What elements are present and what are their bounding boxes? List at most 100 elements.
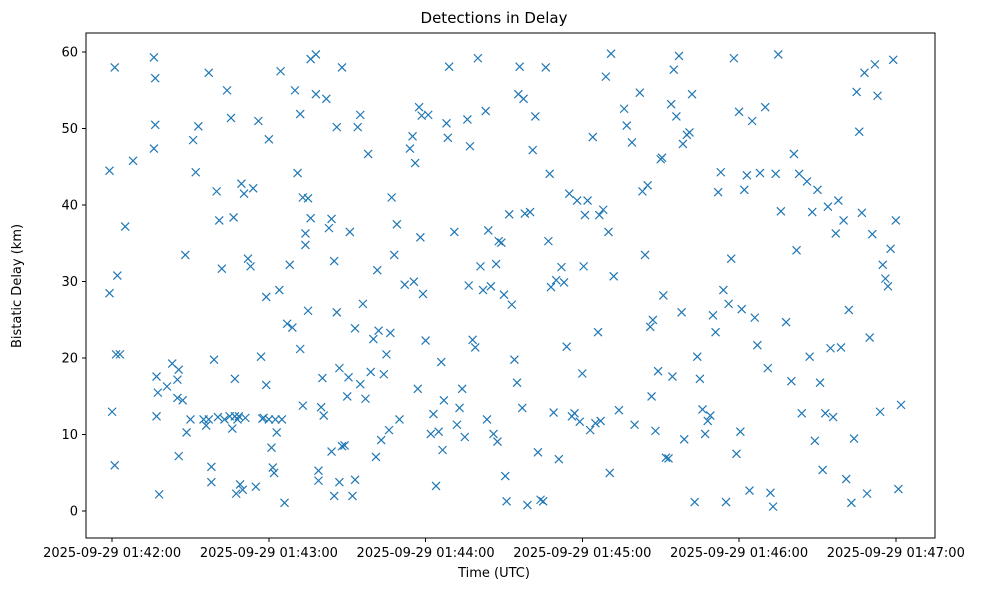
data-point	[267, 443, 276, 453]
data-point	[337, 63, 347, 72]
data-point	[298, 401, 308, 411]
data-point-stroke	[287, 323, 297, 333]
data-point-stroke	[319, 411, 329, 421]
data-point	[470, 343, 480, 352]
data-point	[473, 53, 483, 63]
data-point	[188, 135, 198, 145]
data-point	[363, 149, 373, 159]
data-point	[831, 229, 841, 238]
data-point	[776, 206, 786, 216]
data-point	[251, 482, 261, 492]
data-point-stroke	[564, 189, 574, 199]
data-point	[408, 131, 417, 141]
data-point-stroke	[293, 168, 303, 178]
data-point	[436, 357, 446, 367]
data-point-stroke	[734, 107, 744, 117]
data-point	[201, 421, 211, 430]
data-point	[836, 343, 846, 352]
data-point	[276, 66, 286, 76]
data-point	[442, 118, 451, 128]
data-point	[280, 498, 289, 508]
data-point-stroke	[327, 447, 336, 456]
data-point	[337, 441, 347, 451]
data-point-stroke	[240, 413, 250, 423]
data-point	[601, 72, 611, 82]
chart-title: Detections in Delay	[421, 9, 568, 27]
data-point	[703, 416, 713, 426]
data-point	[269, 468, 279, 478]
data-point-stroke	[152, 411, 161, 421]
data-point-stroke	[261, 292, 271, 302]
data-point	[786, 376, 796, 386]
data-point	[792, 245, 801, 255]
data-point-stroke	[355, 110, 365, 120]
data-point-stroke	[230, 374, 240, 384]
data-point-stroke	[896, 400, 906, 410]
data-point-stroke	[880, 274, 890, 284]
data-point	[794, 169, 804, 179]
data-point	[482, 414, 492, 424]
data-point	[410, 158, 420, 168]
data-point	[768, 502, 778, 512]
data-point	[303, 193, 313, 203]
data-point	[154, 489, 164, 499]
data-point-stroke	[332, 307, 342, 317]
data-point-stroke	[105, 166, 114, 176]
data-point-stroke	[643, 180, 653, 190]
data-point	[559, 278, 569, 287]
data-point	[818, 465, 828, 475]
data-point-stroke	[317, 373, 327, 383]
data-point	[742, 170, 752, 180]
data-point	[213, 412, 223, 422]
data-point	[647, 392, 656, 401]
data-point-stroke	[839, 216, 848, 225]
data-point	[152, 411, 161, 421]
data-point	[598, 205, 608, 215]
data-point	[771, 169, 781, 179]
data-point	[392, 219, 402, 229]
data-point	[314, 466, 323, 476]
data-point-stroke	[154, 489, 164, 499]
data-point-stroke	[415, 232, 425, 242]
data-point	[515, 62, 525, 72]
data-point	[604, 227, 613, 237]
data-point	[111, 349, 121, 359]
data-point	[619, 104, 629, 114]
data-point-stroke	[268, 463, 278, 473]
data-point	[350, 475, 360, 485]
data-point-stroke	[229, 212, 239, 222]
data-point-stroke	[379, 369, 389, 379]
data-point	[206, 462, 216, 472]
data-point-stroke	[493, 437, 502, 447]
data-point	[690, 497, 700, 507]
data-point-stroke	[841, 474, 851, 484]
data-point-stroke	[635, 88, 645, 98]
data-point-stroke	[647, 392, 656, 401]
data-point	[519, 94, 528, 104]
data-point-stroke	[528, 145, 538, 155]
data-point-stroke	[674, 51, 684, 61]
data-point	[865, 333, 875, 342]
data-point-stroke	[687, 89, 697, 99]
data-point	[661, 453, 671, 463]
data-point-stroke	[395, 414, 404, 424]
data-point	[530, 111, 540, 121]
data-point	[253, 116, 263, 126]
data-point	[491, 259, 501, 269]
data-point-stroke	[358, 299, 368, 309]
data-point-stroke	[865, 333, 875, 342]
data-point	[455, 403, 464, 413]
data-point	[894, 484, 903, 494]
data-point	[502, 496, 512, 506]
data-point-stroke	[209, 355, 219, 365]
data-point	[512, 378, 522, 388]
data-point	[421, 336, 431, 346]
data-point	[664, 453, 673, 463]
data-point-stroke	[334, 363, 344, 373]
data-point-stroke	[849, 434, 859, 443]
data-point-stroke	[470, 343, 480, 352]
data-point-stroke	[334, 477, 344, 487]
data-point-stroke	[491, 259, 501, 269]
data-point	[755, 168, 765, 178]
data-point	[752, 340, 762, 350]
